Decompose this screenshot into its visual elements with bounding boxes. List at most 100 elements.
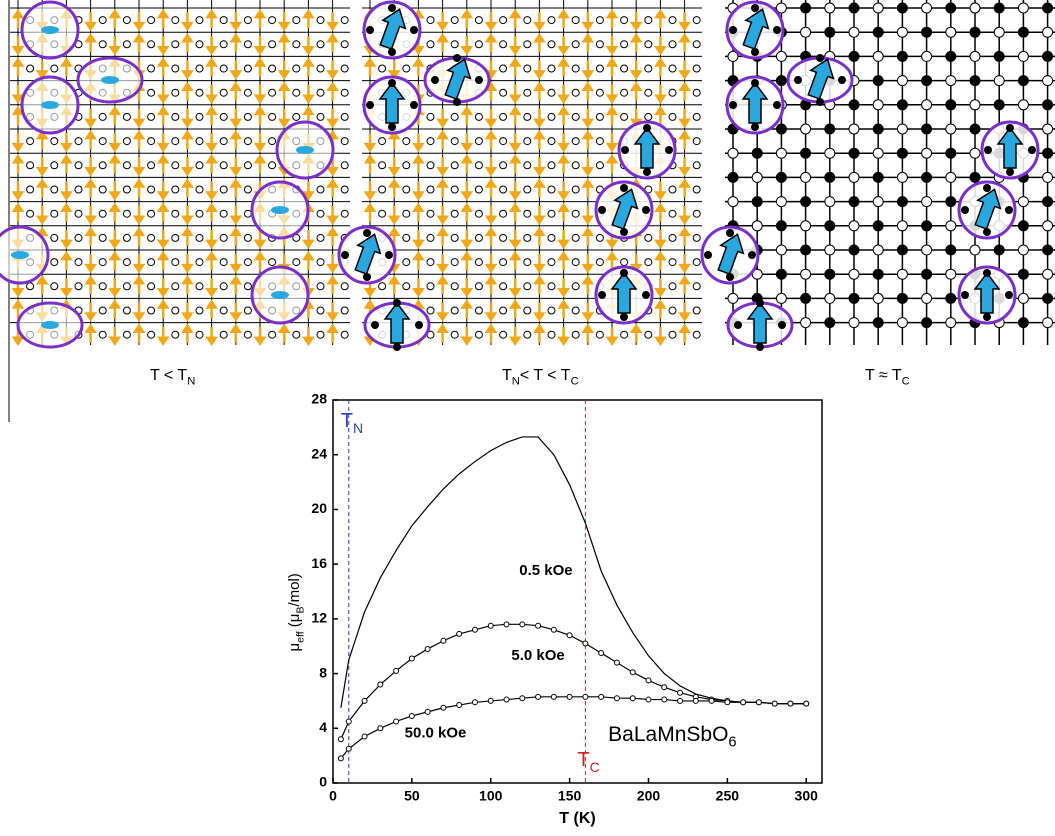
lattice-node	[872, 123, 884, 135]
lattice-node	[98, 161, 107, 170]
lattice-node	[98, 40, 107, 49]
lattice-node	[595, 88, 604, 97]
spin-arrow	[205, 133, 218, 153]
spin-arrow	[533, 60, 546, 80]
lattice-node	[595, 161, 604, 170]
spin-arrow	[302, 181, 315, 201]
lattice-node	[122, 330, 131, 339]
lattice-node	[499, 16, 508, 25]
spin-arrow	[229, 302, 243, 322]
lattice-node	[122, 233, 131, 242]
lattice-node	[474, 112, 483, 121]
lattice-node	[872, 2, 884, 14]
text-part: T	[577, 749, 589, 771]
spin-arrow	[605, 84, 619, 104]
cluster-node	[794, 76, 802, 84]
lattice-node	[378, 209, 387, 218]
lattice-node	[945, 268, 957, 280]
lattice-node	[499, 185, 508, 194]
lattice-node	[426, 282, 435, 291]
data-point	[787, 700, 794, 707]
lattice-node	[499, 282, 508, 291]
spin-arrow	[508, 36, 522, 56]
spin-arrow	[533, 12, 546, 32]
lattice-node	[547, 282, 556, 291]
spin-arrow	[436, 275, 449, 295]
spin-arrow	[678, 12, 691, 32]
spin-arrow	[108, 202, 122, 222]
lattice-node	[824, 26, 836, 38]
lattice-panel	[700, 0, 1055, 351]
data-point	[803, 700, 810, 707]
cluster-node	[1006, 168, 1014, 176]
lattice-node	[474, 306, 483, 315]
lattice-node	[620, 330, 629, 339]
lattice-node	[268, 258, 277, 267]
lattice-node	[450, 40, 459, 49]
cluster-node	[983, 228, 991, 236]
lattice-node	[775, 292, 787, 304]
lattice-node	[824, 171, 836, 183]
lattice-node	[450, 185, 459, 194]
lattice-node	[243, 137, 252, 146]
lattice-node	[147, 258, 156, 267]
lattice-node	[74, 137, 83, 146]
spin-arrow	[302, 229, 315, 250]
spin-arrow	[326, 302, 339, 322]
lattice-node	[800, 2, 812, 14]
spin-arrow	[654, 105, 667, 125]
lattice-node	[474, 233, 483, 242]
spin-arrow	[387, 157, 401, 177]
spin-arrow	[11, 84, 25, 104]
text-part: < T < T	[520, 367, 571, 384]
lattice-node	[219, 209, 228, 218]
lattice-node	[644, 233, 653, 242]
lattice-node	[595, 258, 604, 267]
lattice-node	[171, 16, 180, 25]
lattice-node	[571, 233, 580, 242]
spin-arrow	[533, 323, 546, 343]
lattice-node	[595, 233, 604, 242]
lattice-node	[547, 209, 556, 218]
lattice-node	[896, 171, 908, 183]
lattice-node	[98, 233, 107, 242]
lattice-node	[474, 282, 483, 291]
spin-arrow	[132, 12, 146, 32]
lattice-node	[1042, 220, 1054, 232]
lattice-node	[692, 64, 701, 73]
spin-arrow	[363, 154, 377, 174]
lattice-node	[50, 137, 59, 146]
lattice-node	[98, 306, 107, 315]
spin-blob	[11, 251, 29, 259]
spin-arrow	[181, 323, 194, 343]
spin-arrow	[253, 84, 267, 104]
cluster-node	[388, 48, 396, 56]
spin-arrow	[387, 178, 401, 198]
lattice-node	[1042, 317, 1054, 329]
lattice-node	[426, 185, 435, 194]
lattice-node	[474, 185, 483, 194]
lattice-node	[219, 40, 228, 49]
lattice-node	[848, 220, 860, 232]
spin-arrow	[436, 108, 449, 129]
lattice-node	[26, 209, 35, 218]
lattice-node	[340, 209, 349, 218]
lattice-node	[969, 147, 981, 159]
lattice-node	[74, 258, 83, 267]
spin-arrow	[229, 254, 243, 274]
lattice-node	[921, 292, 933, 304]
lattice-node	[292, 258, 301, 267]
spin-arrow	[484, 129, 498, 150]
spin-arrow	[654, 57, 667, 77]
lattice-node	[547, 306, 556, 315]
lattice-node	[219, 185, 228, 194]
spin-arrow	[581, 129, 595, 150]
cluster-node	[366, 101, 374, 109]
lattice-node	[921, 244, 933, 256]
lattice-node	[644, 16, 653, 25]
spin-arrow	[181, 108, 194, 129]
lattice-node	[316, 258, 325, 267]
cluster-node	[385, 251, 393, 259]
spin-arrow	[326, 254, 339, 274]
lattice-node	[523, 40, 532, 49]
